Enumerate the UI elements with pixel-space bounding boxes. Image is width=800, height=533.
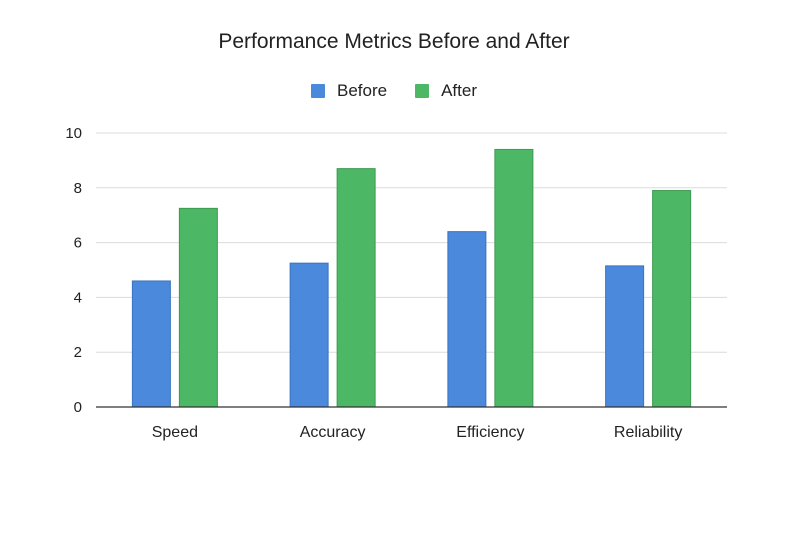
y-tick-label: 10 (65, 125, 82, 142)
legend: Before After (0, 81, 788, 101)
legend-swatch-before (311, 84, 325, 98)
x-tick-label: Reliability (614, 424, 682, 441)
legend-swatch-after (415, 84, 430, 98)
bar-before-reliability (605, 265, 645, 408)
chart-title: Performance Metrics Before and After (218, 30, 570, 53)
bar-before-speed (131, 280, 171, 408)
bar-after-efficiency (494, 148, 534, 408)
x-tick-label: Efficiency (456, 424, 524, 441)
y-tick-label: 2 (74, 344, 82, 361)
legend-item-after: After (415, 81, 477, 101)
legend-label-after: After (441, 81, 477, 100)
bar-after-speed (178, 207, 218, 408)
y-tick-label: 4 (74, 289, 82, 306)
bar-after-reliability (652, 190, 692, 408)
y-tick-label: 0 (74, 399, 82, 416)
legend-item-before: Before (311, 81, 387, 101)
y-tick-label: 8 (74, 180, 82, 197)
y-tick-label: 6 (74, 235, 82, 252)
bar-after-accuracy (336, 168, 376, 408)
x-tick-label: Speed (152, 424, 198, 441)
bar-before-accuracy (289, 262, 329, 408)
x-tick-label: Accuracy (300, 424, 366, 441)
legend-label-before: Before (337, 81, 388, 100)
bar-before-efficiency (447, 231, 487, 408)
